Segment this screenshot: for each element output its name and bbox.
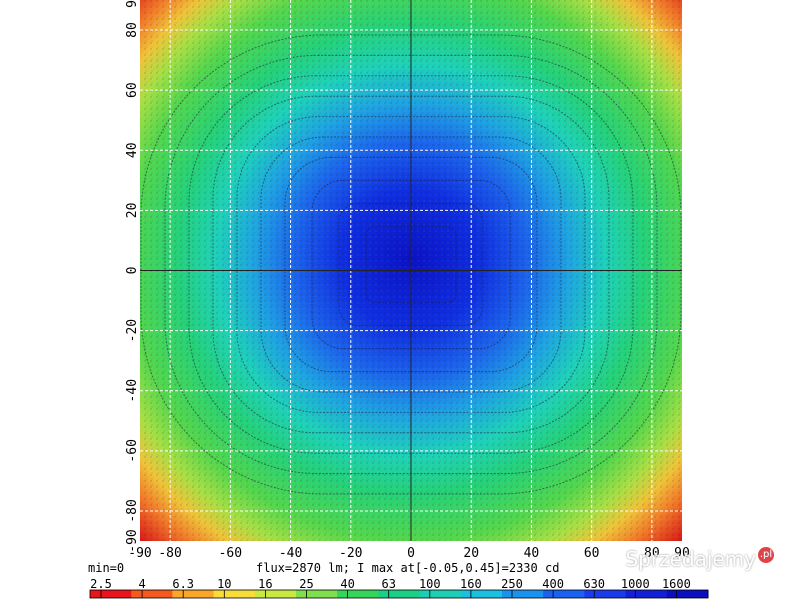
colorbar-tick-label: 6.3 bbox=[172, 577, 194, 591]
colorbar-tick-label: 40 bbox=[340, 577, 354, 591]
colorbar-swatch bbox=[131, 590, 173, 598]
colorbar-tick-label: 4 bbox=[138, 577, 145, 591]
colorbar-tick-label: 16 bbox=[258, 577, 272, 591]
y-tick-label: 0 bbox=[125, 267, 140, 275]
y-tick-label: 80 bbox=[125, 22, 140, 38]
flux-info: flux=2870 lm; I max at[-0.05,0.45]=2330 … bbox=[256, 561, 559, 575]
x-tick-label: 90 bbox=[674, 546, 690, 561]
colorbar-tick-label: 250 bbox=[501, 577, 523, 591]
watermark-badge: .pl bbox=[758, 547, 774, 563]
y-tick-label: -90 bbox=[125, 529, 140, 552]
y-tick-label: -80 bbox=[125, 499, 140, 522]
watermark: Sprzedajemy .pl bbox=[625, 547, 774, 571]
y-tick-label: 40 bbox=[125, 142, 140, 158]
colorbar-swatch bbox=[378, 590, 421, 598]
colorbar-swatch bbox=[172, 590, 215, 598]
colorbar-tick-label: 400 bbox=[542, 577, 564, 591]
colorbar-tick-label: 10 bbox=[217, 577, 231, 591]
colorbar-tick-label: 100 bbox=[419, 577, 441, 591]
colorbar-swatch bbox=[296, 590, 338, 598]
colorbar-tick-label: 1600 bbox=[662, 577, 691, 591]
colorbar-swatch bbox=[419, 590, 462, 598]
colorbar-swatch bbox=[90, 590, 132, 598]
colorbar-tick-label: 63 bbox=[381, 577, 395, 591]
y-tick-label: -40 bbox=[125, 379, 140, 402]
x-tick-label: -80 bbox=[158, 546, 181, 561]
colorbar-tick-label: 2.5 bbox=[90, 577, 112, 591]
heatmap-plot bbox=[140, 0, 682, 541]
colorbar-tick-label: 1000 bbox=[621, 577, 650, 591]
x-tick-label: 80 bbox=[644, 546, 660, 561]
colorbar-tick-label: 25 bbox=[299, 577, 313, 591]
x-tick-label: -60 bbox=[219, 546, 242, 561]
min-label: min=0 bbox=[88, 561, 124, 575]
colorbar-swatch bbox=[502, 590, 544, 598]
colorbar-swatch bbox=[213, 590, 256, 598]
y-tick-label: 90 bbox=[125, 0, 140, 8]
colorbar-swatch bbox=[666, 590, 709, 598]
x-tick-label: 60 bbox=[584, 546, 600, 561]
y-tick-label: -20 bbox=[125, 319, 140, 342]
watermark-text: Sprzedajemy bbox=[625, 547, 756, 571]
x-tick-label: -90 bbox=[128, 546, 151, 561]
y-tick-label: 20 bbox=[125, 203, 140, 219]
colorbar-tick-label: 160 bbox=[460, 577, 482, 591]
grid-lines bbox=[140, 0, 682, 541]
colorbar-tick-label: 630 bbox=[583, 577, 605, 591]
colorbar-swatch bbox=[543, 590, 585, 598]
colorbar-swatch bbox=[460, 590, 503, 598]
colorbar-frame bbox=[89, 589, 709, 599]
y-tick-label: -60 bbox=[125, 439, 140, 462]
x-tick-label: -20 bbox=[339, 546, 362, 561]
colorbar-swatch bbox=[254, 590, 297, 598]
colorbar-swatch bbox=[584, 590, 627, 598]
y-axis-ticks: 90 80 60 40 20 0 -20 -40 -60 -80 -90 bbox=[125, 0, 140, 553]
colorbar-swatch bbox=[625, 590, 668, 598]
x-tick-label: 40 bbox=[524, 546, 540, 561]
colorbar: 2.5 4 6.3 10 16 25 40 63 100 160 250 400 630 1000 1600 bbox=[89, 577, 709, 599]
x-tick-label: -40 bbox=[279, 546, 302, 561]
colorbar-swatch bbox=[337, 590, 379, 598]
y-tick-label: 60 bbox=[125, 82, 140, 98]
x-axis-ticks: -90 -80 -60 -40 -20 0 20 40 60 80 90 bbox=[128, 546, 690, 561]
x-tick-label: 0 bbox=[407, 546, 415, 561]
x-tick-label: 20 bbox=[463, 546, 479, 561]
